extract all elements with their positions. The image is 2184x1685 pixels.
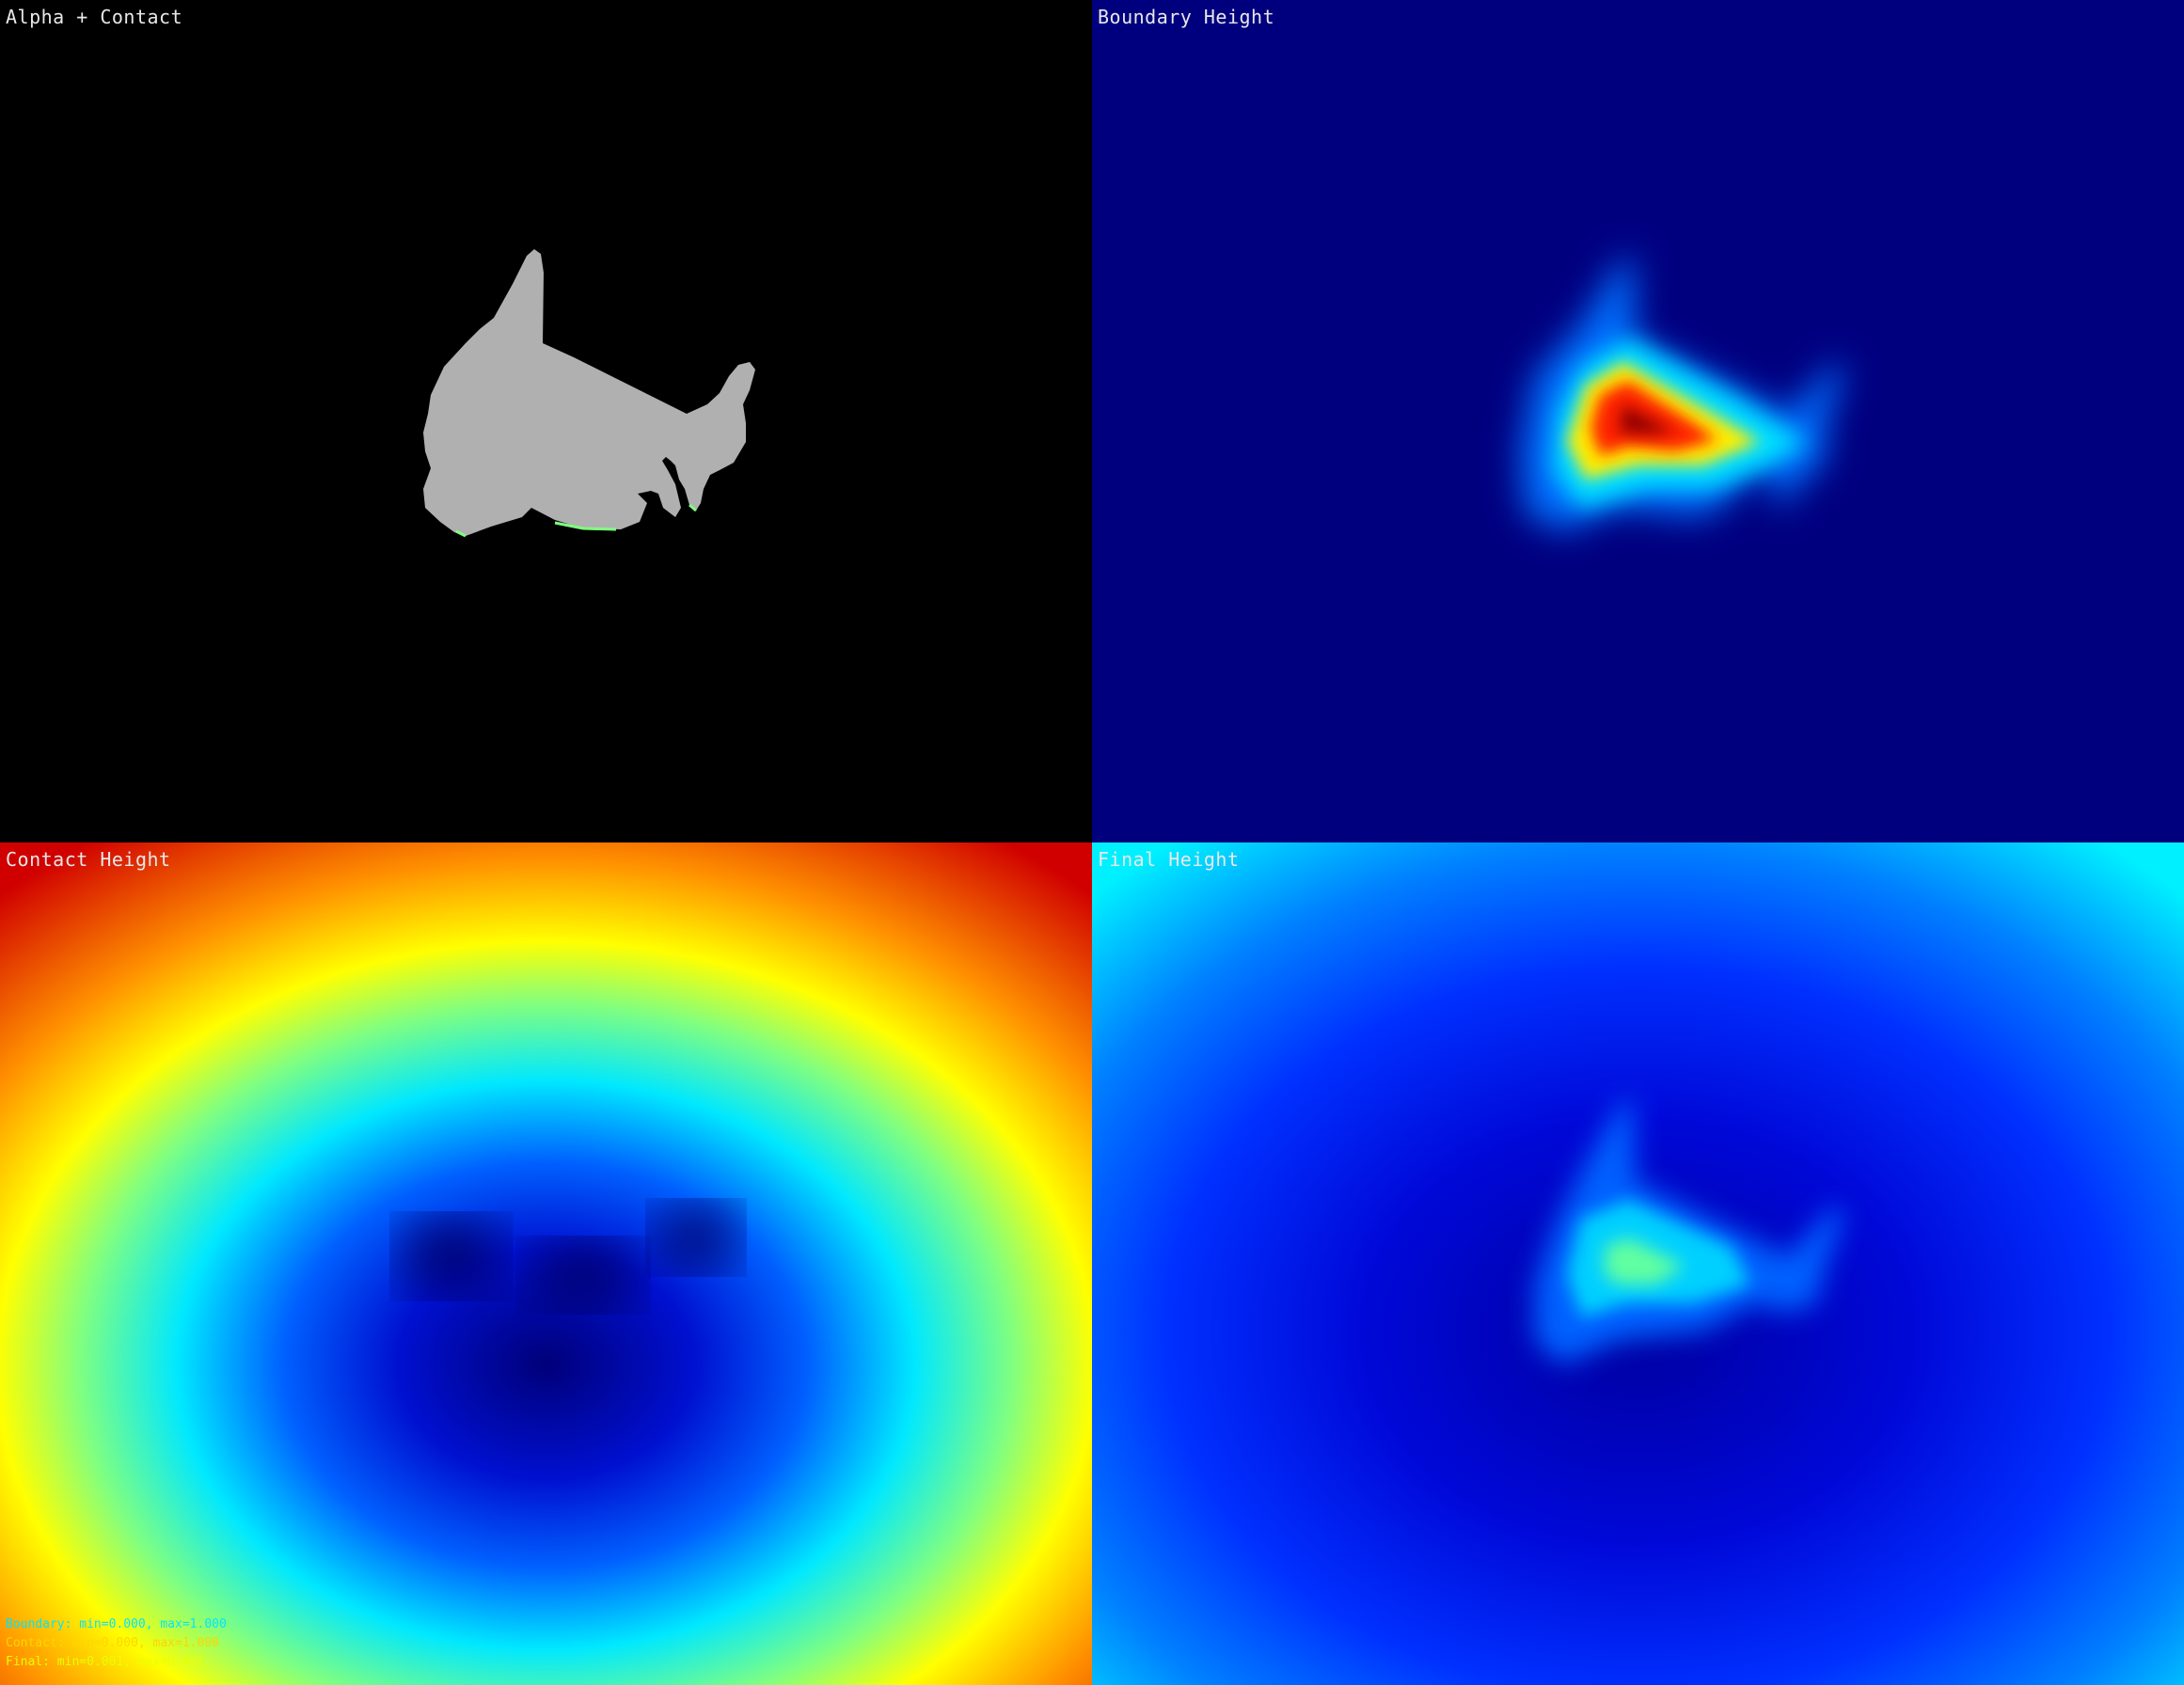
panel-title: Boundary Height xyxy=(1098,6,1275,28)
object-silhouette xyxy=(423,249,755,536)
panel-title: Alpha + Contact xyxy=(6,6,183,28)
heat-layer-red xyxy=(1591,381,1717,456)
stats-final: Final: min=0.001, max=0.491 xyxy=(6,1655,205,1669)
heat-layer-darkred xyxy=(1619,404,1675,434)
final-heatmap xyxy=(1092,842,2184,1685)
final-height-panel: Final Height xyxy=(1092,842,2184,1685)
contact-heatmap xyxy=(0,842,1092,1685)
final-blob-green xyxy=(1605,1237,1685,1284)
stats-boundary: Boundary: min=0.000, max=1.000 xyxy=(6,1617,227,1631)
alpha-mask-canvas xyxy=(423,249,755,538)
stats-legend: Boundary: min=0.000, max=1.000 Contact: … xyxy=(6,1615,227,1672)
boundary-heatmap xyxy=(1520,254,1844,531)
panel-title: Contact Height xyxy=(6,848,171,871)
contact-min-1 xyxy=(400,1219,503,1294)
alpha-contact-panel: Alpha + Contact xyxy=(0,0,1092,842)
panel-title: Final Height xyxy=(1098,848,1240,871)
boundary-height-panel: Boundary Height xyxy=(1092,0,2184,842)
contact-height-panel: Contact Height Boundary: min=0.000, max=… xyxy=(0,842,1092,1685)
contact-min-2 xyxy=(527,1242,640,1308)
stats-contact: Contact: min=0.000, max=1.000 xyxy=(6,1636,219,1650)
contact-min-3 xyxy=(654,1205,738,1270)
contact-edge xyxy=(455,503,697,538)
